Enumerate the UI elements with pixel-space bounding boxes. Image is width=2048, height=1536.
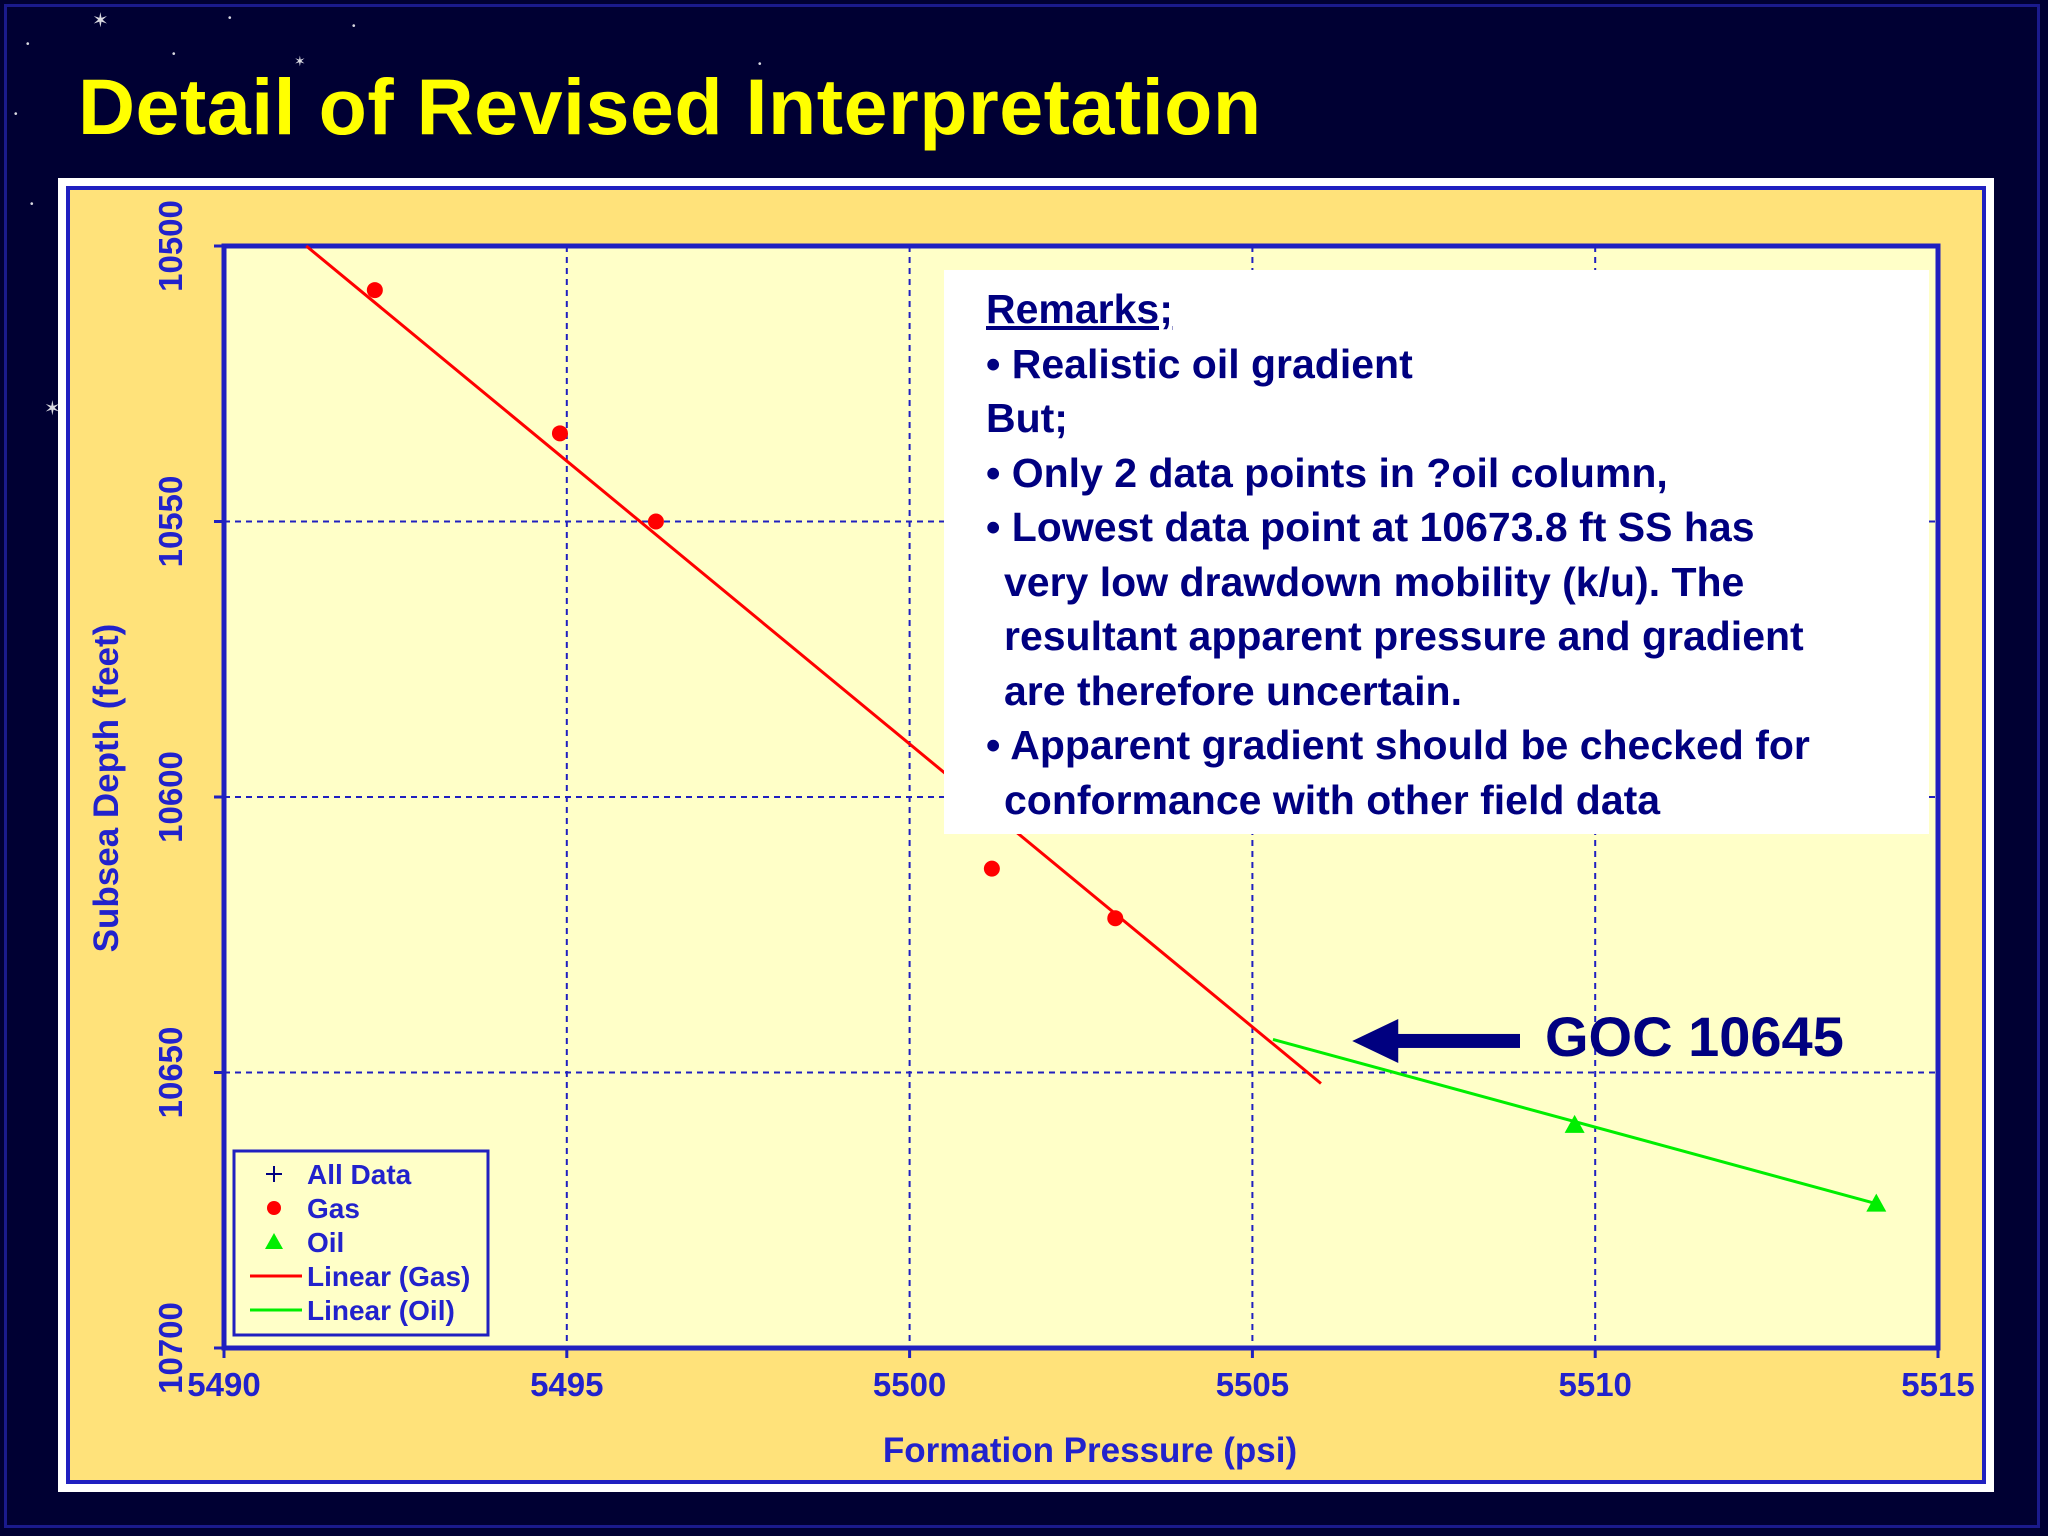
gas-point — [551, 425, 568, 442]
y-tick-label: 10500 — [152, 200, 189, 292]
remarks-heading: Remarks; — [986, 286, 1173, 332]
oil-point — [1564, 1114, 1585, 1133]
x-tick-label: 5510 — [1558, 1366, 1631, 1403]
gas-point — [366, 282, 383, 299]
gas-point — [1107, 910, 1124, 927]
legend-triangle-icon — [265, 1233, 283, 1249]
y-tick-label: 10600 — [152, 751, 189, 843]
y-tick-label: 10550 — [152, 476, 189, 568]
trendline-linear-gas — [305, 244, 1322, 1085]
legend-label: Linear (Gas) — [307, 1261, 470, 1292]
remarks-line: are therefore uncertain. — [1004, 667, 1462, 714]
axis-ticks: 5490 5495 5500 5505 5510 5515 10500 10550 10600 1… — [152, 200, 1975, 1403]
remarks-line: But; — [986, 395, 1068, 441]
slide-title: Detail of Revised Interpretation — [78, 62, 1262, 151]
legend-circle-icon — [267, 1201, 281, 1215]
remarks-line: • Only 2 data points in ?oil column, — [986, 449, 1668, 496]
goc-arrow-shaft — [1392, 1033, 1520, 1048]
x-tick-label: 5500 — [873, 1366, 946, 1403]
gas-point — [647, 513, 664, 530]
remarks-line: very low drawdown mobility (k/u). The — [1004, 558, 1745, 605]
goc-label: GOC 10645 — [1545, 1005, 1844, 1068]
legend-label: Oil — [307, 1227, 344, 1258]
star-decoration: • — [14, 109, 18, 120]
x-axis-title: Formation Pressure (psi) — [883, 1431, 1297, 1470]
oil-point — [1866, 1193, 1887, 1212]
star-decoration: ✶ — [44, 398, 61, 420]
remarks-line: conformance with other field data — [1004, 776, 1661, 823]
slide-frame — [4, 4, 2040, 1528]
star-decoration: • — [352, 21, 356, 32]
star-decoration: ✶ — [294, 53, 306, 69]
legend-label: All Data — [307, 1159, 412, 1190]
gas-point — [983, 860, 1000, 877]
star-decoration: • — [30, 199, 34, 210]
y-tick-label: 10650 — [152, 1027, 189, 1119]
data-points — [366, 282, 1887, 1212]
star-decoration: ✶ — [92, 10, 109, 32]
x-tick-label: 5515 — [1901, 1366, 1974, 1403]
star-decoration: • — [758, 59, 762, 70]
remarks-line: • Realistic oil gradient — [986, 340, 1413, 387]
legend-label: Gas — [307, 1193, 360, 1224]
legend-label: Linear (Oil) — [307, 1295, 455, 1326]
x-tick-label: 5490 — [187, 1366, 260, 1403]
star-decoration: • — [172, 49, 176, 60]
x-tick-label: 5505 — [1216, 1366, 1289, 1403]
remarks-box: Remarks; • Realistic oil gradient But; •… — [944, 270, 1929, 834]
y-axis-title: Subsea Depth (feet) — [87, 624, 126, 953]
star-decoration: • — [228, 13, 232, 24]
x-tick-label: 5495 — [530, 1366, 603, 1403]
y-tick-label: 10700 — [152, 1302, 189, 1394]
goc-arrow-icon — [1352, 1018, 1520, 1063]
remarks-line: • Apparent gradient should be checked fo… — [986, 722, 1810, 768]
star-decoration: • — [26, 39, 30, 50]
goc-arrow-head — [1352, 1018, 1399, 1063]
remarks-line: resultant apparent pressure and gradient — [1004, 613, 1804, 659]
remarks-line: • Lowest data point at 10673.8 ft SS has — [986, 504, 1755, 550]
